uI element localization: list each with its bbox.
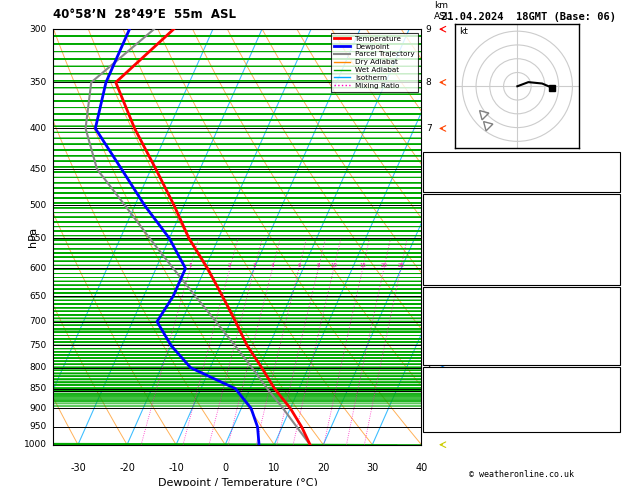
Text: 3: 3 (426, 317, 431, 326)
Text: 450: 450 (30, 165, 47, 174)
Text: 800: 800 (30, 363, 47, 372)
Text: 400: 400 (30, 124, 47, 133)
Text: Totals Totals: Totals Totals (428, 167, 504, 177)
Text: θₑ(K): θₑ(K) (428, 233, 457, 243)
Text: 14: 14 (603, 153, 615, 163)
Text: hPa: hPa (28, 227, 38, 247)
Text: 0: 0 (609, 260, 615, 270)
Text: 1000: 1000 (24, 440, 47, 449)
Text: 10: 10 (268, 463, 281, 473)
Text: 650: 650 (30, 292, 47, 300)
Text: 500: 500 (30, 201, 47, 210)
Text: km
ASL: km ASL (434, 1, 451, 21)
Text: -10: -10 (168, 463, 184, 473)
Text: StmSpd (kt): StmSpd (kt) (428, 420, 493, 431)
Text: 3: 3 (253, 263, 256, 268)
Text: CIN (J): CIN (J) (428, 354, 469, 364)
Text: SREH: SREH (428, 394, 451, 404)
Text: 0: 0 (609, 354, 615, 364)
Text: 0: 0 (609, 340, 615, 350)
Text: 36: 36 (603, 381, 615, 390)
Text: Surface: Surface (501, 194, 542, 204)
Text: 5: 5 (426, 234, 431, 243)
Text: 750: 750 (30, 341, 47, 350)
Text: 25: 25 (398, 263, 404, 268)
Text: EH: EH (428, 381, 440, 390)
Text: © weatheronline.co.uk: © weatheronline.co.uk (469, 469, 574, 479)
Text: Lifted Index: Lifted Index (428, 247, 498, 257)
Text: 21.04.2024  18GMT (Base: 06): 21.04.2024 18GMT (Base: 06) (441, 12, 616, 22)
Text: 7: 7 (426, 124, 431, 133)
Text: 2: 2 (609, 247, 615, 257)
Text: 308: 308 (597, 233, 615, 243)
Text: -30: -30 (70, 463, 86, 473)
Text: 309: 309 (597, 313, 615, 324)
Text: 1: 1 (426, 404, 431, 413)
Text: 2: 2 (426, 363, 431, 372)
Text: 0: 0 (222, 463, 228, 473)
Text: 300: 300 (30, 25, 47, 34)
Text: Pressure (mb): Pressure (mb) (428, 300, 504, 310)
Text: 6.9: 6.9 (597, 220, 615, 230)
Text: -20: -20 (119, 463, 135, 473)
Text: CAPE (J): CAPE (J) (428, 260, 475, 270)
Text: 40°58’N  28°49’E  55m  ASL: 40°58’N 28°49’E 55m ASL (53, 8, 237, 21)
Text: 30: 30 (603, 420, 615, 431)
Text: 950: 950 (30, 422, 47, 432)
Text: CAPE (J): CAPE (J) (428, 340, 475, 350)
Text: Temp (°C): Temp (°C) (428, 207, 481, 217)
Text: 1: 1 (189, 263, 192, 268)
Text: 4: 4 (270, 263, 274, 268)
Text: 10: 10 (330, 263, 337, 268)
Text: 700: 700 (30, 317, 47, 326)
Text: 15: 15 (359, 263, 366, 268)
Text: 8: 8 (426, 78, 431, 87)
Text: 0: 0 (609, 274, 615, 283)
Text: 850: 850 (597, 300, 615, 310)
Text: 51: 51 (603, 167, 615, 177)
Text: 17.3: 17.3 (591, 207, 615, 217)
Text: Most Unstable: Most Unstable (483, 288, 559, 298)
Text: 30: 30 (366, 463, 379, 473)
Text: 9: 9 (426, 25, 431, 34)
Text: K: K (428, 153, 433, 163)
Text: Dewpoint / Temperature (°C): Dewpoint / Temperature (°C) (157, 478, 318, 486)
Text: CIN (J): CIN (J) (428, 274, 469, 283)
Text: 600: 600 (30, 264, 47, 273)
Text: 4: 4 (426, 264, 431, 273)
Text: 40: 40 (415, 463, 428, 473)
Text: 2: 2 (609, 327, 615, 337)
Text: PW (cm): PW (cm) (428, 180, 469, 190)
Text: 900: 900 (30, 404, 47, 413)
Text: Dewp (°C): Dewp (°C) (428, 220, 481, 230)
Text: 550: 550 (30, 234, 47, 243)
Text: 1.39: 1.39 (591, 180, 615, 190)
Text: 175: 175 (597, 394, 615, 404)
Text: Mixing Ratio (g/kg): Mixing Ratio (g/kg) (445, 260, 454, 339)
Text: 6: 6 (297, 263, 301, 268)
Text: StmDir: StmDir (428, 407, 463, 417)
Text: LCL: LCL (426, 384, 442, 393)
Text: Lifted Index: Lifted Index (428, 327, 498, 337)
Text: 8: 8 (316, 263, 320, 268)
Text: 20: 20 (381, 263, 387, 268)
Text: 850: 850 (30, 384, 47, 393)
Text: θₑ (K): θₑ (K) (428, 313, 463, 324)
Text: 20: 20 (317, 463, 330, 473)
Text: 2: 2 (228, 263, 231, 268)
Text: 6: 6 (426, 165, 431, 174)
Text: Hodograph: Hodograph (494, 368, 548, 378)
Text: 257°: 257° (591, 407, 615, 417)
Legend: Temperature, Dewpoint, Parcel Trajectory, Dry Adiabat, Wet Adiabat, Isotherm, Mi: Temperature, Dewpoint, Parcel Trajectory… (331, 33, 418, 92)
Text: kt: kt (460, 27, 469, 36)
Text: 350: 350 (30, 78, 47, 87)
